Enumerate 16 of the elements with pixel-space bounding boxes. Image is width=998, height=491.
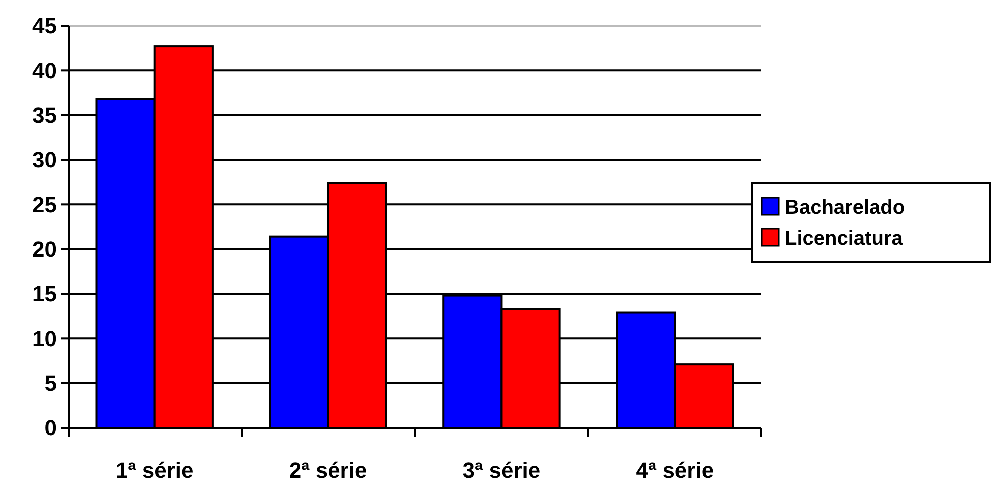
y-tick-label: 40	[32, 58, 57, 84]
legend-label: Bacharelado	[785, 197, 906, 219]
y-tick-label: 10	[32, 326, 57, 352]
y-tick-label: 25	[32, 192, 57, 218]
y-tick-label: 0	[44, 416, 57, 441]
x-tick-label: 3ª série	[462, 458, 541, 483]
y-tick-label: 15	[32, 282, 57, 307]
legend-label: Licenciatura	[785, 228, 904, 250]
y-tick-label: 30	[32, 148, 57, 173]
x-tick-label: 4ª série	[636, 458, 714, 483]
x-tick-label: 1ª série	[116, 458, 194, 483]
y-tick-label: 45	[32, 14, 57, 39]
y-tick-label: 5	[44, 371, 57, 396]
y-tick-label: 35	[32, 103, 57, 128]
x-tick-label: 2ª série	[289, 458, 368, 483]
y-tick-label: 20	[32, 237, 57, 262]
